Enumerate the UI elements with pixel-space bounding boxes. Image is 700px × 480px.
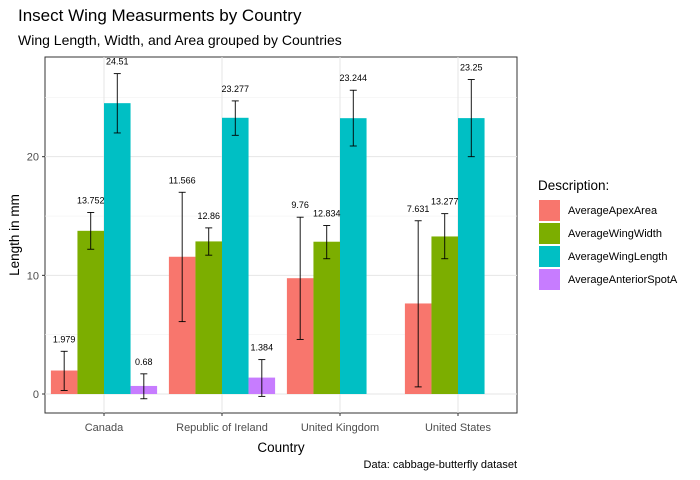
bar xyxy=(340,118,367,395)
x-tick-label: Republic of Ireland xyxy=(176,422,268,434)
data-label: 24.51 xyxy=(106,57,129,67)
legend-title: Description: xyxy=(538,178,610,193)
data-label: 12.834 xyxy=(313,209,341,219)
axis-layer: 0 10 20 Canada Republic of Ireland United Kin… xyxy=(27,152,492,434)
legend-item: AverageAnteriorSpotA xyxy=(538,268,677,291)
chart-subtitle: Wing Length, Width, and Area grouped by … xyxy=(18,32,342,48)
bar-layer xyxy=(50,103,485,395)
data-label: 12.86 xyxy=(197,211,220,221)
legend-swatch xyxy=(538,222,561,245)
chart-caption: Data: cabbage-butterfly dataset xyxy=(363,459,517,471)
data-label-layer: 1.979 11.566 9.76 7.631 13.752 12.86 12.834 13.… xyxy=(53,57,483,367)
errorbar-layer xyxy=(60,73,475,400)
data-label: 7.631 xyxy=(407,204,430,214)
legend: Description: AverageApexArea AverageWingW… xyxy=(538,178,677,291)
data-label: 23.277 xyxy=(222,84,250,94)
legend-item: AverageApexArea xyxy=(538,199,677,222)
x-axis-label: Country xyxy=(257,440,305,455)
x-tick-label: Canada xyxy=(85,422,124,434)
legend-label: AverageApexArea xyxy=(568,204,658,217)
bar xyxy=(77,230,104,395)
legend-label: AverageWingLength xyxy=(568,250,668,263)
legend-label: AverageAnteriorSpotA xyxy=(568,273,678,286)
data-label: 0.68 xyxy=(135,357,153,367)
bar xyxy=(104,103,131,395)
bar xyxy=(431,236,458,395)
y-tick-label: 20 xyxy=(27,152,39,164)
legend-swatch xyxy=(538,245,561,268)
legend-swatch xyxy=(538,268,561,291)
data-label: 11.566 xyxy=(169,175,196,185)
legend-item: AverageWingWidth xyxy=(538,222,677,245)
bar xyxy=(195,241,222,395)
legend-swatch xyxy=(538,199,561,222)
bar xyxy=(313,241,340,395)
chart-title: Insect Wing Measurments by Country xyxy=(18,6,302,25)
x-tick-label: United Kingdom xyxy=(301,422,379,434)
data-label: 23.244 xyxy=(340,73,368,83)
y-tick-label: 10 xyxy=(27,270,39,282)
legend-label: AverageWingWidth xyxy=(568,227,662,240)
y-axis-label: Length in mm xyxy=(7,194,22,276)
x-tick-label: United States xyxy=(425,422,492,434)
legend-item: AverageWingLength xyxy=(538,245,677,268)
data-label: 13.752 xyxy=(77,195,105,205)
data-label: 9.76 xyxy=(291,200,309,210)
data-label: 1.979 xyxy=(53,334,76,344)
bar xyxy=(222,117,249,395)
y-tick-label: 0 xyxy=(33,389,39,401)
data-label: 23.25 xyxy=(460,63,483,73)
data-label: 1.384 xyxy=(251,343,274,353)
bar xyxy=(458,118,485,395)
data-label: 13.277 xyxy=(431,197,459,207)
legend-items: AverageApexArea AverageWingWidth AverageWi… xyxy=(538,199,677,291)
